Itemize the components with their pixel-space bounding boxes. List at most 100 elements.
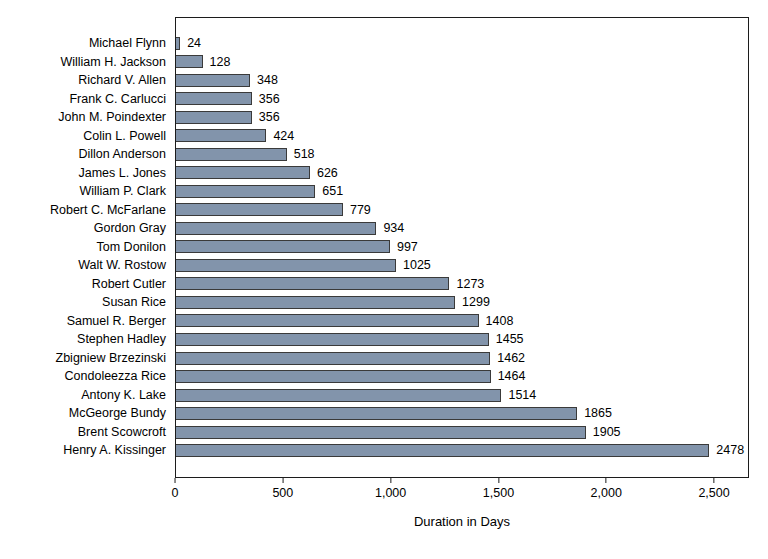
category-label: William H. Jackson <box>0 56 175 69</box>
bar <box>175 296 455 309</box>
category-label: William P. Clark <box>0 185 175 198</box>
x-tick-label: 1,500 <box>483 487 514 500</box>
bar-track: 1865 <box>175 404 749 423</box>
bar <box>175 240 390 253</box>
value-label: 518 <box>294 148 315 161</box>
value-label: 348 <box>257 74 278 87</box>
x-tick-mark <box>390 478 391 483</box>
value-label: 356 <box>259 93 280 106</box>
category-label: Colin L. Powell <box>0 130 175 143</box>
bar <box>175 185 315 198</box>
value-label: 934 <box>383 222 404 235</box>
x-tick-label: 2,500 <box>698 487 729 500</box>
value-label: 1464 <box>498 370 526 383</box>
x-tick: 1,500 <box>483 478 514 500</box>
category-label: McGeorge Bundy <box>0 407 175 420</box>
bar-track: 518 <box>175 145 749 164</box>
bar-row: Brent Scowcroft 1905 <box>0 423 749 442</box>
bar-row: Susan Rice1299 <box>0 293 749 312</box>
value-label: 1905 <box>593 426 621 439</box>
value-label: 1299 <box>462 296 490 309</box>
category-label: Tom Donilon <box>0 241 175 254</box>
value-label: 779 <box>350 204 371 217</box>
duration-bar-chart: Michael Flynn24William H. Jackson128Rich… <box>0 0 768 559</box>
bar-track: 348 <box>175 71 749 90</box>
value-label: 424 <box>273 130 294 143</box>
x-tick: 500 <box>272 478 293 500</box>
value-label: 626 <box>317 167 338 180</box>
category-label: Samuel R. Berger <box>0 315 175 328</box>
category-label: Frank C. Carlucci <box>0 93 175 106</box>
category-label: Stephen Hadley <box>0 333 175 346</box>
bar-track: 24 <box>175 34 749 53</box>
category-label: Brent Scowcroft <box>0 426 175 439</box>
value-label: 24 <box>187 37 201 50</box>
bar-track: 1905 <box>175 423 749 442</box>
bar-track: 1025 <box>175 256 749 275</box>
bar <box>175 74 250 87</box>
bar-track: 1408 <box>175 312 749 331</box>
category-label: Zbigniew Brzezinski <box>0 352 175 365</box>
bar-row: John M. Poindexter356 <box>0 108 749 127</box>
bar-track: 128 <box>175 53 749 72</box>
category-label: Michael Flynn <box>0 37 175 50</box>
x-axis: 0 500 1,000 1,500 2,000 2,500 <box>175 478 749 518</box>
bar <box>175 426 586 439</box>
bar <box>175 166 310 179</box>
bar <box>175 203 343 216</box>
bar-track: 356 <box>175 108 749 127</box>
x-tick-mark <box>174 478 175 483</box>
bar <box>175 407 577 420</box>
bar-row: Dillon Anderson518 <box>0 145 749 164</box>
bar <box>175 259 396 272</box>
bar-row: McGeorge Bundy 1865 <box>0 404 749 423</box>
x-tick: 2,000 <box>591 478 622 500</box>
bar-track: 626 <box>175 164 749 183</box>
bar-rows: Michael Flynn24William H. Jackson128Rich… <box>0 17 749 478</box>
category-label: Robert Cutler <box>0 278 175 291</box>
x-tick-mark <box>606 478 607 483</box>
category-label: Henry A. Kissinger <box>0 444 175 457</box>
value-label: 651 <box>322 185 343 198</box>
bar-track: 1273 <box>175 275 749 294</box>
value-label: 1025 <box>403 259 431 272</box>
x-tick-mark <box>714 478 715 483</box>
bar-track: 1514 <box>175 386 749 405</box>
bar-row: Tom Donilon 997 <box>0 238 749 257</box>
bar <box>175 129 266 142</box>
x-axis-title: Duration in Days <box>175 514 749 529</box>
x-tick-label: 500 <box>272 487 293 500</box>
value-label: 1455 <box>496 333 524 346</box>
bar-row: Samuel R. Berger1408 <box>0 312 749 331</box>
category-label: Condoleezza Rice <box>0 370 175 383</box>
bar-track: 356 <box>175 90 749 109</box>
bar <box>175 444 709 457</box>
category-label: Walt W. Rostow <box>0 259 175 272</box>
bar-track: 1464 <box>175 367 749 386</box>
bar <box>175 37 180 50</box>
bar <box>175 55 203 68</box>
category-label: John M. Poindexter <box>0 111 175 124</box>
bar-row: Walt W. Rostow 1025 <box>0 256 749 275</box>
category-label: Gordon Gray <box>0 222 175 235</box>
bar-track: 2478 <box>175 441 749 460</box>
bar-row: Colin L. Powell 424 <box>0 127 749 146</box>
bar <box>175 92 252 105</box>
x-tick: 0 <box>172 478 179 500</box>
x-tick: 2,500 <box>698 478 729 500</box>
bar-row: William H. Jackson 128 <box>0 53 749 72</box>
bar-track: 1455 <box>175 330 749 349</box>
bar <box>175 111 252 124</box>
value-label: 997 <box>397 241 418 254</box>
value-label: 128 <box>210 56 231 69</box>
value-label: 1462 <box>497 352 525 365</box>
value-label: 1865 <box>584 407 612 420</box>
x-tick-mark <box>282 478 283 483</box>
bar-track: 1462 <box>175 349 749 368</box>
bar-row: James L. Jones626 <box>0 164 749 183</box>
value-label: 1273 <box>456 278 484 291</box>
bar <box>175 277 449 290</box>
bar <box>175 148 287 161</box>
x-tick-label: 1,000 <box>375 487 406 500</box>
bar <box>175 370 491 383</box>
